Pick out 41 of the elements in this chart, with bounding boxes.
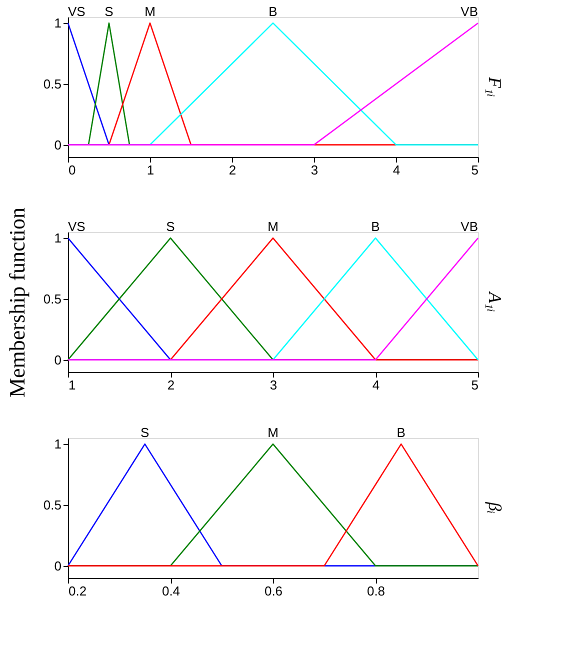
x-tick-label: 1 — [146, 162, 154, 178]
x-tick-label: 0.2 — [68, 584, 87, 598]
series-label: M — [268, 425, 278, 440]
y-tick-label: 1 — [54, 230, 62, 246]
y2-axis-title: F₁ᵢ — [485, 76, 505, 98]
y-tick-label: 0 — [54, 352, 62, 368]
x-tick-label: 0.4 — [162, 584, 180, 598]
series-label: B — [396, 425, 406, 440]
x-tick-label: 0.8 — [366, 584, 386, 598]
x-tick-label: 2 — [228, 162, 236, 178]
x-tick-label: 4 — [392, 162, 400, 178]
series-label: VS — [68, 219, 86, 234]
y-tick-label: 1 — [54, 16, 62, 31]
y-tick-label: 1 — [54, 436, 62, 452]
y-tick-label: 0.5 — [43, 76, 62, 92]
y-tick-label: 0 — [54, 558, 62, 574]
x-tick-label: 5 — [471, 378, 478, 392]
series-label: S — [166, 219, 176, 234]
x-tick-label: 3 — [270, 378, 278, 392]
series-label: VB — [460, 219, 478, 234]
series-label: VS — [68, 4, 86, 20]
series-label: M — [268, 219, 278, 234]
y2-axis-title: βᵢ — [485, 501, 505, 514]
x-tick-label: 2 — [167, 378, 175, 392]
y-tick-label: 0.5 — [43, 497, 62, 512]
series-label: S — [104, 4, 114, 20]
x-tick-label: 0 — [68, 162, 76, 178]
x-tick-label: 4 — [372, 378, 380, 392]
y-tick-label: 0.5 — [43, 291, 62, 306]
series-label: M — [144, 4, 156, 20]
y-axis-title: Membership function — [4, 207, 30, 398]
series-label: B — [268, 4, 278, 20]
series-label: S — [140, 425, 150, 440]
x-tick-label: 3 — [310, 162, 318, 178]
x-tick-label: 1 — [68, 378, 76, 392]
y-tick-label: 0 — [54, 137, 62, 152]
series-label: VB — [460, 4, 478, 20]
x-tick-label: 5 — [471, 162, 478, 178]
y2-axis-title: A₁ᵢ — [485, 290, 505, 312]
series-label: B — [371, 219, 380, 234]
x-tick-label: 0.6 — [264, 584, 283, 598]
